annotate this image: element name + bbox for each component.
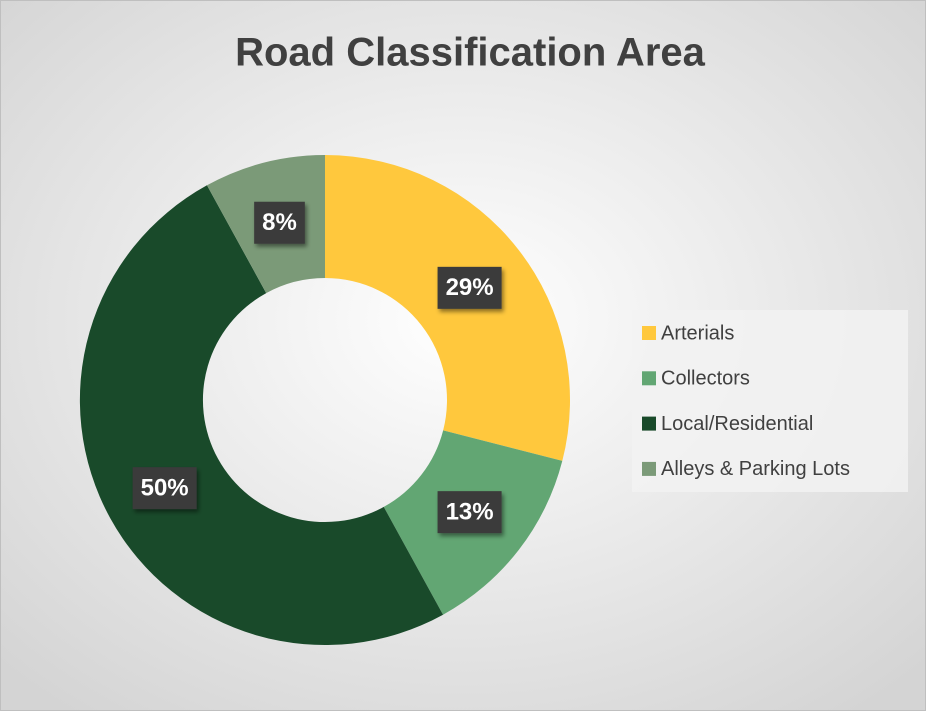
- data-label-box: [437, 266, 502, 309]
- data-label-box: [254, 201, 305, 244]
- donut-slice: [79, 185, 444, 646]
- legend-label: Collectors: [661, 368, 750, 390]
- data-label: 13%: [446, 499, 494, 526]
- chart-title: Road Classification Area: [235, 31, 706, 75]
- legend-swatch: [642, 416, 656, 431]
- legend-swatch: [642, 326, 656, 340]
- legend-label: Arterials: [661, 322, 734, 344]
- legend-swatch: [642, 371, 656, 386]
- data-label-box: [437, 491, 502, 534]
- data-label: 50%: [141, 475, 189, 502]
- legend-label: Alleys & Parking Lots: [661, 458, 850, 480]
- data-label: 29%: [446, 274, 494, 301]
- data-label: 8%: [262, 209, 297, 236]
- data-label-box: [132, 467, 197, 510]
- legend-box: [632, 310, 908, 492]
- legend-swatch: [642, 461, 656, 476]
- legend-label: Local/Residential: [661, 413, 813, 435]
